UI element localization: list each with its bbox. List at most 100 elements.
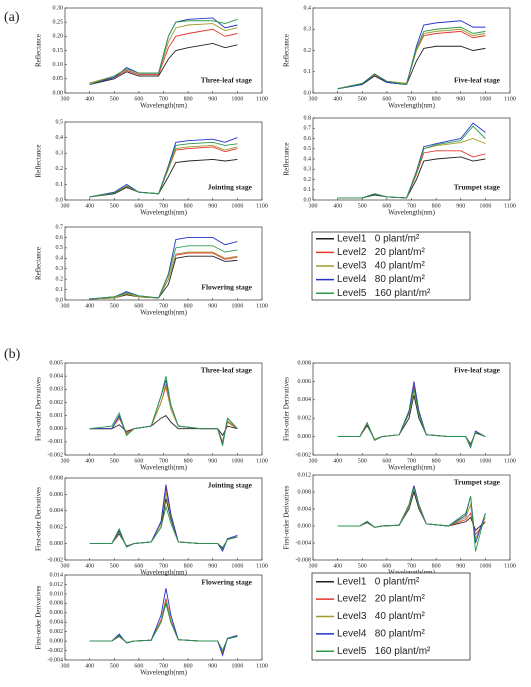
series-line: [89, 18, 238, 85]
x-axis-label: Wavelength(nm): [140, 569, 188, 577]
x-tick-label: 500: [358, 458, 367, 464]
y-tick-label: 0.1: [56, 287, 64, 293]
x-tick-label: 1100: [256, 563, 268, 569]
legend-label: Level3 40 plant/m²: [337, 611, 425, 622]
x-tick-label: 900: [456, 563, 465, 569]
y-tick-label: 0.3: [56, 266, 64, 272]
y-tick-label: 0.006: [50, 492, 64, 498]
stage-annotation: Flowering stage: [201, 578, 252, 587]
y-tick-label: -0.004: [296, 540, 312, 546]
series-line: [89, 245, 238, 300]
x-tick-label: 300: [309, 458, 318, 464]
y-tick-label: -0.002: [48, 452, 64, 458]
y-tick-label: 0.006: [50, 610, 64, 616]
x-tick-label: 700: [407, 203, 416, 209]
x-tick-label: 1000: [479, 203, 491, 209]
x-tick-label: 400: [333, 96, 342, 102]
y-tick-label: 0.4: [304, 156, 312, 162]
series-line: [337, 125, 486, 199]
x-tick-label: 1100: [256, 458, 268, 464]
x-tick-label: 600: [134, 563, 143, 569]
y-tick-label: 0.008: [298, 360, 312, 366]
y-tick-label: 0.7: [56, 224, 64, 230]
plot-frame: [312, 362, 511, 456]
x-tick-label: 500: [110, 663, 119, 669]
x-tick-label: 1000: [231, 563, 243, 569]
y-tick-label: 0.20: [53, 34, 64, 40]
x-tick-label: 1000: [479, 563, 491, 569]
series-line: [337, 26, 486, 90]
series-line: [89, 158, 238, 198]
series-line: [337, 485, 486, 544]
x-tick-label: 700: [159, 458, 168, 464]
legend-label: Level1 0 plant/m²: [337, 233, 420, 244]
x-tick-label: 800: [184, 203, 193, 209]
y-tick-label: 0.2: [56, 166, 64, 172]
y-tick-label: 0.5: [304, 146, 312, 152]
y-tick-label: 0.00: [53, 90, 64, 96]
y-tick-label: 0.10: [53, 62, 64, 68]
x-tick-label: 800: [432, 563, 441, 569]
x-tick-label: 1100: [504, 203, 516, 209]
y-tick-label: 0.002: [298, 416, 312, 422]
x-tick-label: 300: [309, 563, 318, 569]
y-axis-label: First-order Derivatives: [35, 377, 43, 441]
y-tick-label: 0.6: [304, 136, 312, 142]
y-tick-label: 0.5: [56, 245, 64, 251]
x-tick-label: 500: [110, 96, 119, 102]
x-tick-label: 400: [85, 303, 94, 309]
x-tick-label: 900: [208, 203, 217, 209]
stage-annotation: Three-leaf stage: [201, 76, 253, 85]
y-tick-label: 0.004: [298, 397, 312, 403]
y-tick-label: 0.4: [56, 256, 64, 262]
y-tick-label: 0.8: [304, 115, 312, 121]
stage-annotation: Jointing stage: [208, 183, 253, 192]
x-tick-label: 800: [432, 203, 441, 209]
legend-label: Level5 160 plant/m²: [337, 288, 431, 299]
panel-label: (b): [4, 347, 21, 362]
y-tick-label: 0.000: [50, 541, 64, 547]
x-axis-label: Wavelength(nm): [388, 464, 436, 472]
x-tick-label: 1000: [231, 96, 243, 102]
x-tick-label: 1000: [231, 203, 243, 209]
plot-frame: [64, 477, 263, 561]
x-tick-label: 600: [134, 458, 143, 464]
x-tick-label: 500: [110, 203, 119, 209]
x-axis-label: Wavelength(nm): [140, 669, 188, 677]
legend-label: Level2 20 plant/m²: [337, 247, 425, 258]
series-line: [89, 414, 238, 437]
y-tick-label: 0.1: [56, 182, 64, 188]
x-tick-label: 300: [61, 563, 70, 569]
y-tick-label: 0.25: [53, 20, 64, 26]
x-tick-label: 1100: [256, 203, 268, 209]
y-tick-label: 0.30: [53, 5, 64, 11]
series-line: [89, 588, 238, 657]
x-tick-label: 800: [184, 96, 193, 102]
series-line: [89, 17, 238, 85]
y-tick-label: 0.000: [50, 426, 64, 432]
y-tick-label: -0.008: [296, 557, 312, 563]
stage-annotation: Five-leaf stage: [454, 366, 501, 375]
stage-annotation: Flowering stage: [201, 283, 252, 292]
y-axis-label: First-order Derivatives: [35, 487, 43, 551]
y-tick-label: 0.000: [298, 523, 312, 529]
x-tick-label: 500: [358, 203, 367, 209]
series-line: [337, 381, 486, 449]
x-tick-label: 900: [456, 96, 465, 102]
x-tick-label: 900: [208, 96, 217, 102]
x-tick-label: 1100: [504, 563, 516, 569]
y-tick-label: -0.002: [296, 452, 312, 458]
x-tick-label: 1000: [479, 458, 491, 464]
y-tick-label: 0.4: [304, 5, 312, 11]
series-line: [89, 598, 238, 655]
plot-frame: [64, 362, 263, 456]
x-tick-label: 1000: [231, 303, 243, 309]
y-tick-label: 0.1: [304, 187, 312, 193]
panel-label: (a): [4, 10, 20, 25]
x-tick-label: 1000: [479, 96, 491, 102]
y-tick-label: 0.004: [298, 506, 312, 512]
x-tick-label: 600: [134, 96, 143, 102]
stage-annotation: Three-leaf stage: [201, 366, 253, 375]
x-tick-label: 400: [85, 458, 94, 464]
x-tick-label: 800: [184, 663, 193, 669]
